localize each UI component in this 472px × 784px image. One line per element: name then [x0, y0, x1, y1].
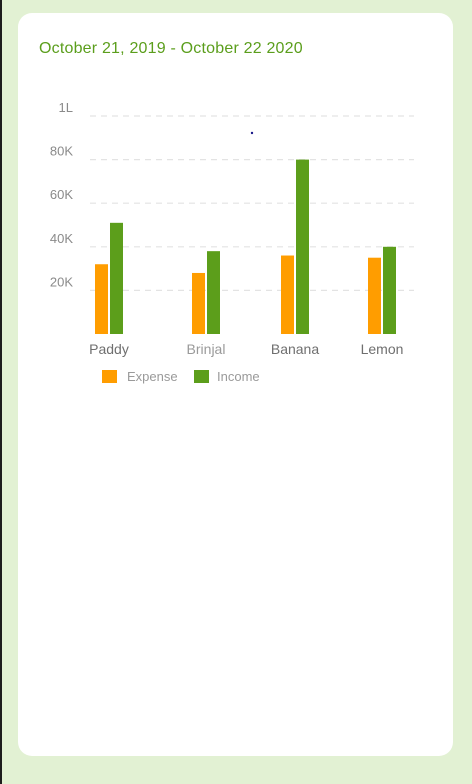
income-bar-lemon — [383, 246, 396, 334]
x-category-label: Brinjal — [187, 341, 226, 357]
expense-bar-paddy — [95, 264, 108, 334]
income-bar-paddy — [110, 222, 123, 334]
chart-card: October 21, 2019 - October 22 2020 20K 40… — [18, 13, 453, 756]
expense-bar-lemon — [368, 257, 381, 334]
expense-bar-banana — [281, 255, 294, 334]
bar-chart: 20K 40K 60K 80K 1L Paddy Brinjal Banana Lemon E… — [50, 100, 414, 384]
y-tick-label: 1L — [59, 100, 73, 115]
expense-legend-label: Expense — [127, 369, 178, 384]
marker-dot — [250, 131, 254, 135]
y-tick-label: 80K — [50, 144, 73, 159]
x-category-label: Lemon — [361, 341, 404, 357]
date-range-title: October 21, 2019 - October 22 2020 — [39, 40, 303, 57]
y-tick-label: 60K — [50, 187, 73, 202]
window-left-edge — [0, 0, 2, 784]
income-legend-swatch — [194, 370, 209, 383]
y-tick-label: 20K — [50, 274, 73, 289]
x-category-label: Paddy — [89, 341, 129, 357]
expense-legend-swatch — [102, 370, 117, 383]
expense-bar-brinjal — [192, 272, 205, 334]
income-bar-brinjal — [207, 251, 220, 334]
x-category-label: Banana — [271, 341, 319, 357]
y-tick-label: 40K — [50, 231, 73, 246]
income-legend-label: Income — [217, 369, 260, 384]
income-bar-banana — [296, 159, 309, 334]
